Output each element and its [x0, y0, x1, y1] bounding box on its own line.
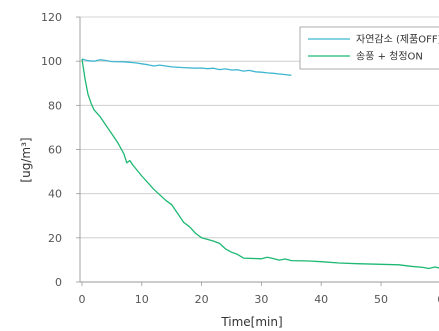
legend-box [299, 26, 439, 70]
x-tick-label: 50 [374, 293, 388, 306]
legend-label-fan-purify: 송풍 + 청정ON [356, 51, 423, 63]
y-axis-title: [ug/m³] [19, 137, 33, 182]
x-axis-title: Time[min] [220, 315, 282, 329]
legend: 자연감소 (제품OFF) 송풍 + 청정ON [299, 26, 439, 70]
grid-lines [80, 16, 439, 239]
x-tick-label: 20 [195, 293, 209, 306]
y-tick-label: 100 [41, 55, 62, 68]
series-line-natural-decay [81, 58, 292, 76]
y-tick-label: 120 [41, 11, 62, 24]
y-tick-label: 60 [48, 144, 62, 157]
series-layer [81, 58, 439, 270]
y-tick-label: 80 [48, 99, 62, 112]
x-tick-label: 40 [314, 293, 328, 306]
y-tick-label: 40 [48, 188, 62, 201]
y-tick-label: 20 [48, 232, 62, 245]
y-tick-label: 0 [55, 276, 62, 289]
x-tick-label: 30 [254, 293, 268, 306]
y-tick-labels: 0 20 40 60 80 100 120 [41, 11, 80, 289]
legend-label-natural-decay: 자연감소 (제품OFF) [356, 34, 439, 46]
x-tick-label: 10 [135, 293, 149, 306]
x-tick-label: 0 [79, 293, 86, 306]
x-tick-labels: 0 10 20 30 40 50 6 [79, 282, 439, 306]
x-tick-label: 6 [437, 293, 439, 306]
series-line-fan-purify [81, 58, 439, 270]
